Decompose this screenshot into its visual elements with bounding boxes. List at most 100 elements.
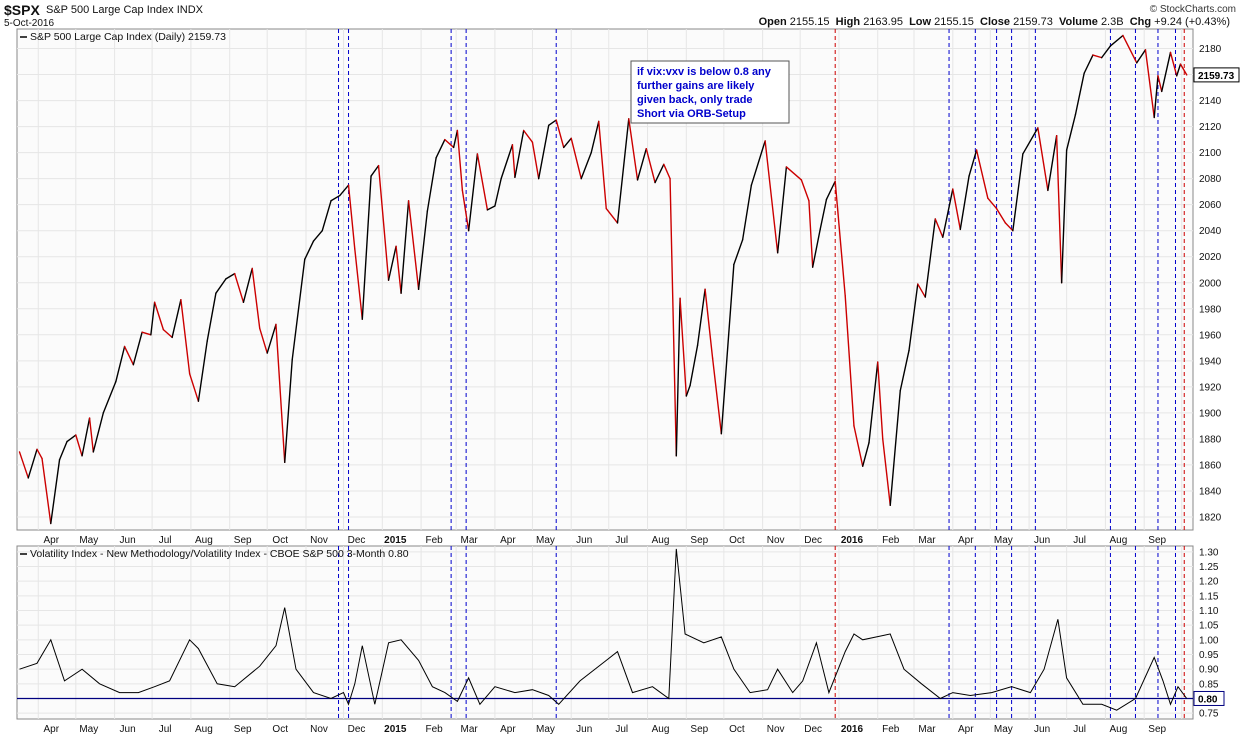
volume-label: Volume [1058, 16, 1098, 28]
ratio-x-tick-label: Nov [767, 724, 785, 735]
price-segment [1136, 49, 1147, 64]
price-segment [548, 119, 557, 126]
chart-date: 5-Oct-2016 [4, 18, 55, 29]
price-segment [162, 328, 173, 339]
ratio-x-tick-label: Dec [348, 724, 366, 735]
price-segment [531, 141, 540, 180]
ratio-x-tick-label: Mar [461, 724, 479, 735]
ratio-x-tick-label: Oct [729, 724, 745, 735]
price-segment [494, 177, 502, 207]
price-segment [171, 298, 182, 339]
price-segment [636, 148, 647, 181]
price-x-tick-label: Jul [615, 535, 628, 546]
price-segment [1022, 127, 1039, 155]
price-y-tick-label: 2100 [1199, 148, 1222, 159]
price-segment [1012, 153, 1024, 232]
price-last-badge [1193, 67, 1240, 83]
ratio-x-tick-label: Feb [425, 724, 443, 735]
price-x-tick-label: Nov [767, 535, 785, 546]
price-y-tick-label: 2040 [1199, 226, 1222, 237]
price-segment [395, 245, 402, 294]
price-segment [377, 164, 390, 281]
ratio-panel-frame [16, 545, 1194, 720]
price-segment [689, 344, 699, 387]
price-x-tick-label: Jun [576, 535, 592, 546]
price-x-tick-label: May [79, 535, 98, 546]
price-y-tick-label: 1940 [1199, 356, 1222, 367]
price-segment [132, 331, 143, 366]
price-segment [882, 438, 891, 506]
ratio-x-tick-label: May [536, 724, 555, 735]
price-x-tick-label: Jul [1073, 535, 1086, 546]
price-segment [511, 144, 516, 179]
price-segment [426, 157, 437, 212]
price-x-tick-label: 2016 [841, 535, 864, 546]
price-segment [785, 166, 803, 181]
price-segment [616, 118, 630, 224]
price-x-tick-label: May [536, 535, 555, 546]
price-segment [764, 140, 779, 254]
price-segment [18, 451, 29, 479]
price-segment [808, 200, 814, 268]
price-x-tick-label: Jun [120, 535, 136, 546]
exchange: INDX [176, 4, 203, 16]
price-segment [514, 129, 525, 179]
price-segment [877, 361, 884, 440]
price-segment [1092, 54, 1103, 59]
price-panel-frame [16, 28, 1194, 531]
quote-line: Open 2155.15 High 2163.95 Low 2155.15 Cl… [759, 16, 1230, 28]
price-segment [1109, 34, 1124, 47]
price-segment [197, 340, 208, 402]
price-segment [41, 457, 52, 525]
price-segment [899, 349, 910, 392]
price-segment [50, 459, 61, 525]
ratio-x-tick-label: Dec [804, 724, 822, 735]
price-segment [862, 442, 870, 467]
price-segment [934, 218, 944, 238]
ratio-x-tick-label: Jul [615, 724, 628, 735]
ratio-panel [16, 545, 1194, 720]
price-y-tick-label: 2060 [1199, 200, 1222, 211]
price-segment [598, 120, 607, 210]
price-segment [259, 327, 268, 354]
ratio-x-tick-label: Jun [1034, 724, 1050, 735]
ratio-x-tick-label: Sep [1148, 724, 1166, 735]
annotation-line-3: given back, only trade [637, 94, 753, 106]
price-segment [1157, 75, 1163, 93]
price-segment [696, 288, 706, 346]
ratio-x-tick-label: Jul [159, 724, 172, 735]
annotation-frame [630, 60, 790, 124]
price-segment [1055, 135, 1063, 284]
price-segment [242, 267, 253, 303]
price-segment [819, 198, 828, 231]
price-segment [275, 323, 286, 464]
annotation-line-2: further gains are likely [637, 80, 755, 92]
price-segment [844, 295, 855, 427]
price-segment [733, 239, 744, 266]
symbol: $SPX [4, 2, 40, 18]
price-segment [825, 180, 836, 201]
price-segment [669, 177, 678, 457]
price-segment [741, 184, 753, 241]
price-segment [417, 210, 429, 290]
price-segment [1169, 51, 1178, 77]
ratio-x-tick-label: Oct [272, 724, 288, 735]
close-label: Close [980, 16, 1010, 28]
price-segment [284, 358, 293, 464]
price-segment [1037, 127, 1049, 192]
price-segment [685, 384, 691, 397]
price-y-tick-label: 2080 [1199, 174, 1222, 185]
price-segment [115, 345, 126, 383]
price-segment [853, 425, 864, 467]
ratio-x-tick-label: Apr [500, 724, 516, 735]
price-segment [321, 200, 332, 232]
price-segment [1047, 135, 1058, 192]
ratio-last-value: 0.80 [1198, 694, 1218, 705]
price-segment [605, 207, 619, 224]
price-segment [952, 188, 962, 231]
price-segment [461, 189, 470, 232]
price-x-tick-label: Oct [729, 535, 745, 546]
price-segment [188, 373, 200, 402]
price-x-tick-label: Dec [348, 535, 366, 546]
price-segment [750, 140, 766, 186]
